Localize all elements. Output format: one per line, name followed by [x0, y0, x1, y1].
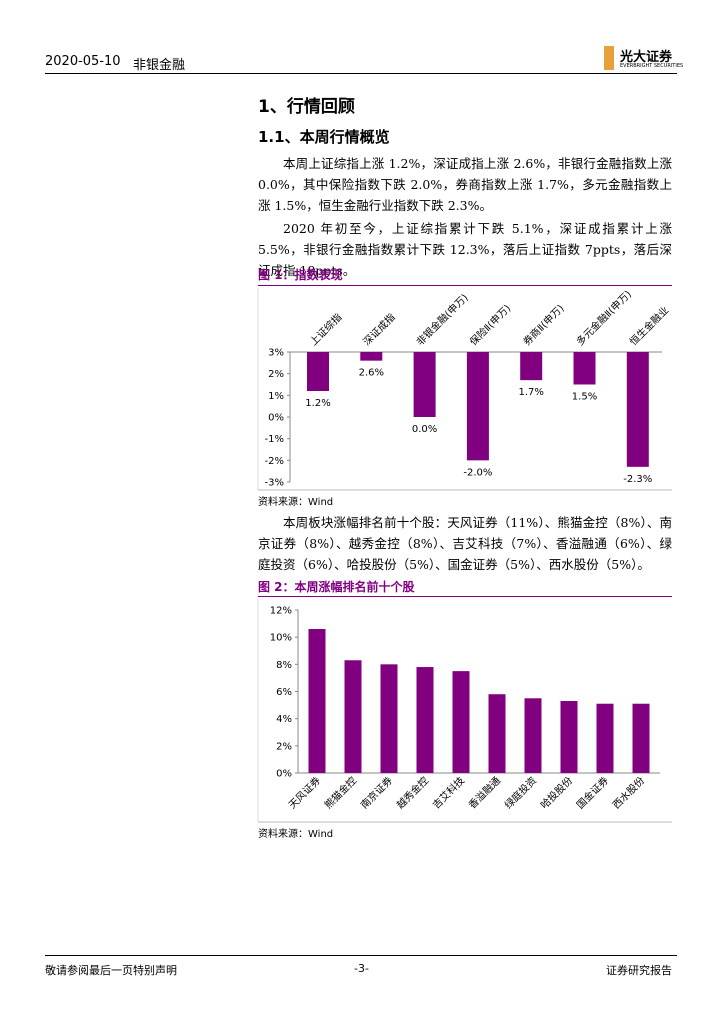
y-tick-label: -3% — [265, 478, 284, 489]
bar — [560, 701, 578, 773]
bar — [466, 352, 489, 461]
x-tick-label: 保险Ⅱ(申万) — [467, 302, 514, 349]
x-tick-label: 恒生金融业 — [627, 304, 672, 349]
y-tick-label: 4% — [276, 714, 292, 725]
header-sector: 非银金融 — [133, 58, 186, 73]
y-tick-label: -1% — [265, 434, 284, 445]
bar — [344, 660, 362, 773]
x-tick-label: 西水股份 — [610, 775, 647, 812]
value-label: 0.0% — [412, 424, 437, 435]
value-label: -2.3% — [623, 474, 652, 485]
header-rule — [45, 73, 677, 74]
x-tick-label: 熊猫金控 — [322, 774, 359, 811]
x-tick-label: 南京证券 — [358, 774, 395, 811]
bar — [596, 703, 614, 773]
footer-left: 敬请参阅最后一页特别声明 — [45, 964, 177, 977]
x-tick-label: 上证综指 — [307, 311, 344, 348]
y-tick-label: 1% — [268, 391, 284, 402]
bar — [626, 352, 649, 467]
figure-rule — [258, 285, 672, 286]
x-tick-label: 越秀金控 — [394, 774, 431, 811]
y-tick-label: 0% — [268, 413, 284, 424]
y-tick-label: 10% — [270, 633, 292, 644]
y-tick-label: -2% — [265, 456, 284, 467]
value-label: 1.5% — [572, 392, 597, 403]
y-tick-label: 2% — [276, 741, 292, 752]
x-tick-label: 吉艾科技 — [430, 774, 467, 811]
bar — [452, 671, 470, 773]
logo: 光大证券 — [620, 50, 673, 65]
x-tick-label: 非银金融(申万) — [414, 291, 471, 348]
bar — [520, 352, 543, 381]
bar — [360, 352, 383, 361]
y-tick-label: 12% — [270, 606, 292, 617]
bar — [416, 667, 434, 773]
y-tick-label: 2% — [268, 369, 284, 380]
y-tick-label: 0% — [276, 769, 292, 780]
x-tick-label: 哈投股份 — [538, 774, 575, 811]
logo-icon — [604, 46, 614, 70]
page-number: -3- — [354, 962, 369, 975]
x-tick-label: 深证成指 — [360, 311, 397, 348]
subheading: 1.1、本周行情概览 — [258, 128, 390, 146]
header-date: 2020-05-10 — [45, 54, 121, 69]
bar — [632, 703, 650, 773]
footer-rule — [45, 955, 677, 956]
x-tick-label: 绿庭投资 — [502, 774, 539, 811]
x-tick-label: 国金证券 — [574, 774, 611, 811]
logo-en: EVERBRIGHT SECURITIES — [620, 63, 684, 69]
source: 资料来源：Wind — [258, 829, 334, 840]
x-tick-label: 多元金融Ⅱ(申万) — [573, 287, 634, 348]
value-label: 1.2% — [305, 398, 330, 409]
paragraph: 2020 年初至今，上证综指累计下跌 5.1%，深证成指累计上涨 5.5%，非银… — [258, 221, 672, 278]
y-tick-label: 6% — [276, 687, 292, 698]
x-tick-label: 天风证券 — [286, 774, 323, 811]
bar — [573, 352, 596, 385]
source: 资料来源：Wind — [258, 497, 334, 508]
paragraph: 本周上证综指上涨 1.2%，深证成指上涨 2.6%，非银行金融指数上涨 0.0%… — [258, 156, 672, 213]
x-tick-label: 香溢融通 — [466, 774, 503, 811]
value-label: 1.7% — [518, 387, 543, 398]
bar — [488, 694, 506, 773]
y-tick-label: 8% — [276, 660, 292, 671]
bar — [524, 698, 542, 773]
heading: 1、行情回顾 — [258, 97, 355, 117]
figure-title: 图 1：指数表现 — [258, 268, 343, 282]
y-tick-label: 3% — [268, 348, 284, 359]
figure-title: 图 2：本周涨幅排名前十个股 — [258, 580, 415, 594]
bar — [307, 352, 329, 391]
value-label: -2.0% — [463, 467, 492, 478]
paragraph: 本周板块涨幅排名前十个股：天风证券（11%）、熊猫金控（8%）、南京证券（8%）… — [258, 515, 672, 572]
figure-rule — [258, 596, 672, 597]
bar — [413, 352, 436, 417]
value-label: 2.6% — [359, 368, 384, 379]
footer-right: 证券研究报告 — [606, 964, 672, 977]
x-tick-label: 券商Ⅱ(申万) — [520, 302, 567, 349]
bar — [380, 664, 398, 773]
bar — [308, 629, 326, 773]
